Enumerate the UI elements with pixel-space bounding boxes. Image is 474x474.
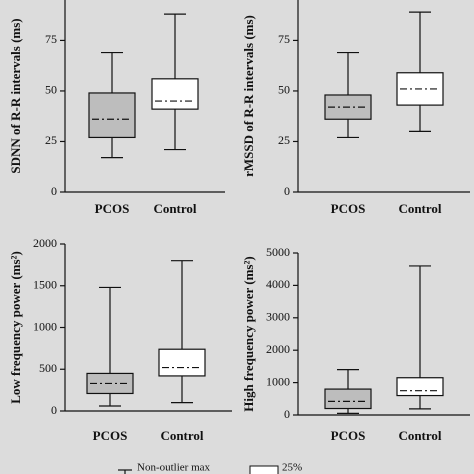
y-tick-label: 1500 [33,278,57,292]
legend-box-symbol [249,465,279,474]
box [151,78,199,110]
x-tick-label: Control [153,201,196,216]
x-tick-label: Control [398,201,441,216]
x-tick-label: PCOS [95,201,130,216]
y-tick-label: 0 [51,403,57,417]
y-axis-label: High frequency power (ms²) [241,256,256,411]
y-tick-label: 50 [278,83,290,97]
y-tick-label: 2000 [33,236,57,250]
y-tick-label: 0 [284,407,290,421]
y-axis-label: rMSSD of R-R intervals (ms) [241,15,256,177]
legend-label: Non-outlier max [137,462,211,474]
y-tick-label: 75 [45,32,57,46]
y-tick-label: 25 [45,133,57,147]
x-tick-label: PCOS [331,201,366,216]
y-tick-label: 3000 [266,310,290,324]
y-tick-label: 1000 [266,374,290,388]
y-axis-label: Low frequency power (ms²) [8,251,23,404]
y-tick-label: 4000 [266,277,290,291]
y-tick-label: 50 [45,83,57,97]
box [324,388,372,410]
y-axis-label: SDNN of R-R intervals (ms) [8,18,23,173]
y-tick-label: 2000 [266,342,290,356]
y-tick-label: 5000 [266,245,290,259]
box [88,92,136,139]
x-tick-label: Control [398,428,441,443]
x-tick-label: Control [160,428,203,443]
box [396,377,444,397]
y-tick-label: 0 [284,184,290,198]
y-tick-label: 1000 [33,319,57,333]
y-tick-label: 500 [39,361,57,375]
x-tick-label: PCOS [93,428,128,443]
x-tick-label: PCOS [331,428,366,443]
y-tick-label: 75 [278,32,290,46]
box [158,348,206,377]
y-tick-label: 0 [51,184,57,198]
legend-label: 25% [282,462,302,474]
y-tick-label: 25 [278,133,290,147]
